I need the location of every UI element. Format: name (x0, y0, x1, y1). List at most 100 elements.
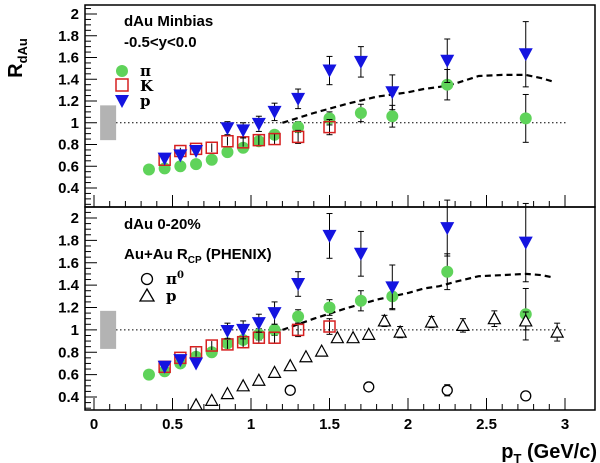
top-y-tick-label: 1.6 (58, 50, 79, 67)
bottom-pion-point (354, 294, 367, 307)
bottom-pion-point (205, 346, 218, 359)
legend-pi0-marker (140, 272, 154, 286)
legend-title-sub: CP (188, 255, 202, 266)
top-y-tick-label: 1 (71, 115, 79, 132)
bottom-proton-auau-point (220, 386, 235, 400)
bottom-kaon-point (268, 331, 281, 344)
x-axis-title-suffix: (GeV/c) (521, 441, 597, 463)
legend-p-open-label: p (166, 287, 177, 305)
top-proton-point (251, 117, 266, 131)
top-pion-point (519, 112, 532, 125)
bottom-proton-auau-point (204, 393, 219, 406)
y-axis-title-main: R (5, 63, 27, 78)
top-panel-rapidity: -0.5<y<0.0 (124, 34, 197, 51)
top-proton-point (385, 86, 400, 100)
bottom-y-tick-label: 1 (71, 322, 79, 339)
top-kaon-point (268, 132, 281, 146)
bottom-y-tick-label: 1.8 (58, 232, 79, 249)
bottom-y-tick-label: 2 (71, 210, 79, 227)
bottom-legend: π0 p (138, 270, 184, 305)
top-y-tick-label: 2 (71, 6, 79, 23)
legend-pi0-text: π (166, 270, 177, 288)
bottom-y-tick-label: 0.6 (58, 367, 79, 384)
top-pion-point (386, 110, 399, 123)
top-proton-point (157, 152, 172, 166)
bottom-proton-auau-point (267, 365, 282, 378)
x-axis-title-main: p (501, 441, 513, 463)
x-tick-label: 2 (404, 416, 412, 433)
x-tick-label: 0.5 (162, 416, 183, 433)
bottom-kaon-point (291, 323, 305, 337)
legend-p-marker (115, 95, 129, 108)
bottom-proton-point (385, 281, 400, 295)
top-kaon-point (323, 120, 336, 134)
top-panel-title: dAu Minbias (124, 13, 213, 30)
top-plot-area: 0.4 0.6 0.8 1 1.2 1.4 1.6 1.8 2 (58, 6, 568, 207)
bottom-y-tick-label: 1.4 (58, 277, 80, 294)
x-tick-label: 3 (561, 416, 569, 433)
top-legend: π K p (115, 62, 154, 110)
top-panel: 0.4 0.6 0.8 1 1.2 1.4 1.6 1.8 2 dAu Minbias -0.5… (5, 4, 596, 208)
legend-pi0-label: π0 (166, 270, 184, 288)
x-tick-labels: 0 0.5 1 1.5 2 2.5 3 (90, 416, 569, 433)
bottom-proton-point (353, 247, 368, 261)
top-y-tick-label: 0.4 (58, 180, 80, 197)
bottom-proton-point (518, 236, 533, 250)
top-proton-point (440, 54, 455, 68)
bottom-proton-point (251, 317, 266, 331)
top-proton-point (220, 122, 235, 136)
bottom-proton-point (440, 222, 455, 236)
bottom-panel-frame (84, 206, 596, 411)
x-tick-label: 2.5 (476, 416, 497, 433)
bottom-proton-point (189, 357, 204, 371)
legend-p-label: p (140, 92, 151, 110)
bottom-y-tick-label: 1.2 (58, 300, 79, 317)
bottom-pi0-auau-point (520, 390, 532, 402)
bottom-proton-point (220, 324, 235, 338)
bottom-plot-area: 0.4 0.6 0.8 1 1.2 1.4 1.6 1.8 2 (58, 199, 568, 411)
bottom-dashed-curve (282, 272, 553, 331)
top-kaon-point (221, 134, 234, 148)
bottom-proton-auau-point (361, 327, 376, 340)
bottom-kaon-point (323, 320, 336, 333)
bottom-panel-title: dAu 0-20% (124, 216, 201, 233)
x-tick-label: 1 (247, 416, 255, 433)
bottom-proton-point (322, 229, 337, 243)
top-proton-point (236, 124, 251, 138)
bottom-proton-auau-point (346, 330, 361, 344)
bottom-proton-auau-point (424, 314, 439, 328)
bottom-y-tick-label: 1.6 (58, 255, 79, 272)
top-norm-box (100, 105, 117, 141)
top-y-tick-label: 1.8 (58, 28, 79, 45)
top-pion-point (174, 160, 187, 173)
top-pion-point (221, 146, 234, 159)
top-y-tick-label: 0.6 (58, 158, 79, 175)
x-axis-title-sub: T (513, 451, 521, 463)
top-pion-point (190, 158, 203, 171)
bottom-proton-auau-point (251, 372, 266, 386)
bottom-legend-title: Au+Au RCP (PHENIX) (124, 246, 272, 266)
bottom-proton-auau-point (393, 324, 408, 338)
top-pion-point (142, 163, 155, 176)
bottom-proton-auau-point (314, 343, 329, 357)
bottom-proton-auau-point (455, 318, 470, 331)
bottom-pion-point (142, 368, 155, 381)
bottom-y-tick-label: 0.4 (58, 389, 80, 406)
bottom-pi0-auau-point (441, 384, 453, 396)
bottom-proton-point (157, 360, 172, 374)
bottom-proton-auau-point (487, 311, 502, 325)
legend-pi0-sup: 0 (177, 270, 184, 281)
x-tick-label: 1.5 (319, 416, 340, 433)
top-proton-point (291, 92, 306, 106)
y-axis-title-sub: dAu (15, 38, 30, 63)
top-proton-point (518, 48, 533, 62)
top-proton-point (189, 145, 204, 159)
top-kaon-point (205, 141, 218, 155)
bottom-pion-point (323, 301, 336, 314)
legend-k-marker (115, 78, 129, 92)
bottom-proton-point (173, 354, 188, 368)
top-y-tick-label: 0.8 (58, 137, 79, 154)
bottom-pi0-auau-point (284, 384, 296, 396)
bottom-proton-point (267, 307, 282, 321)
